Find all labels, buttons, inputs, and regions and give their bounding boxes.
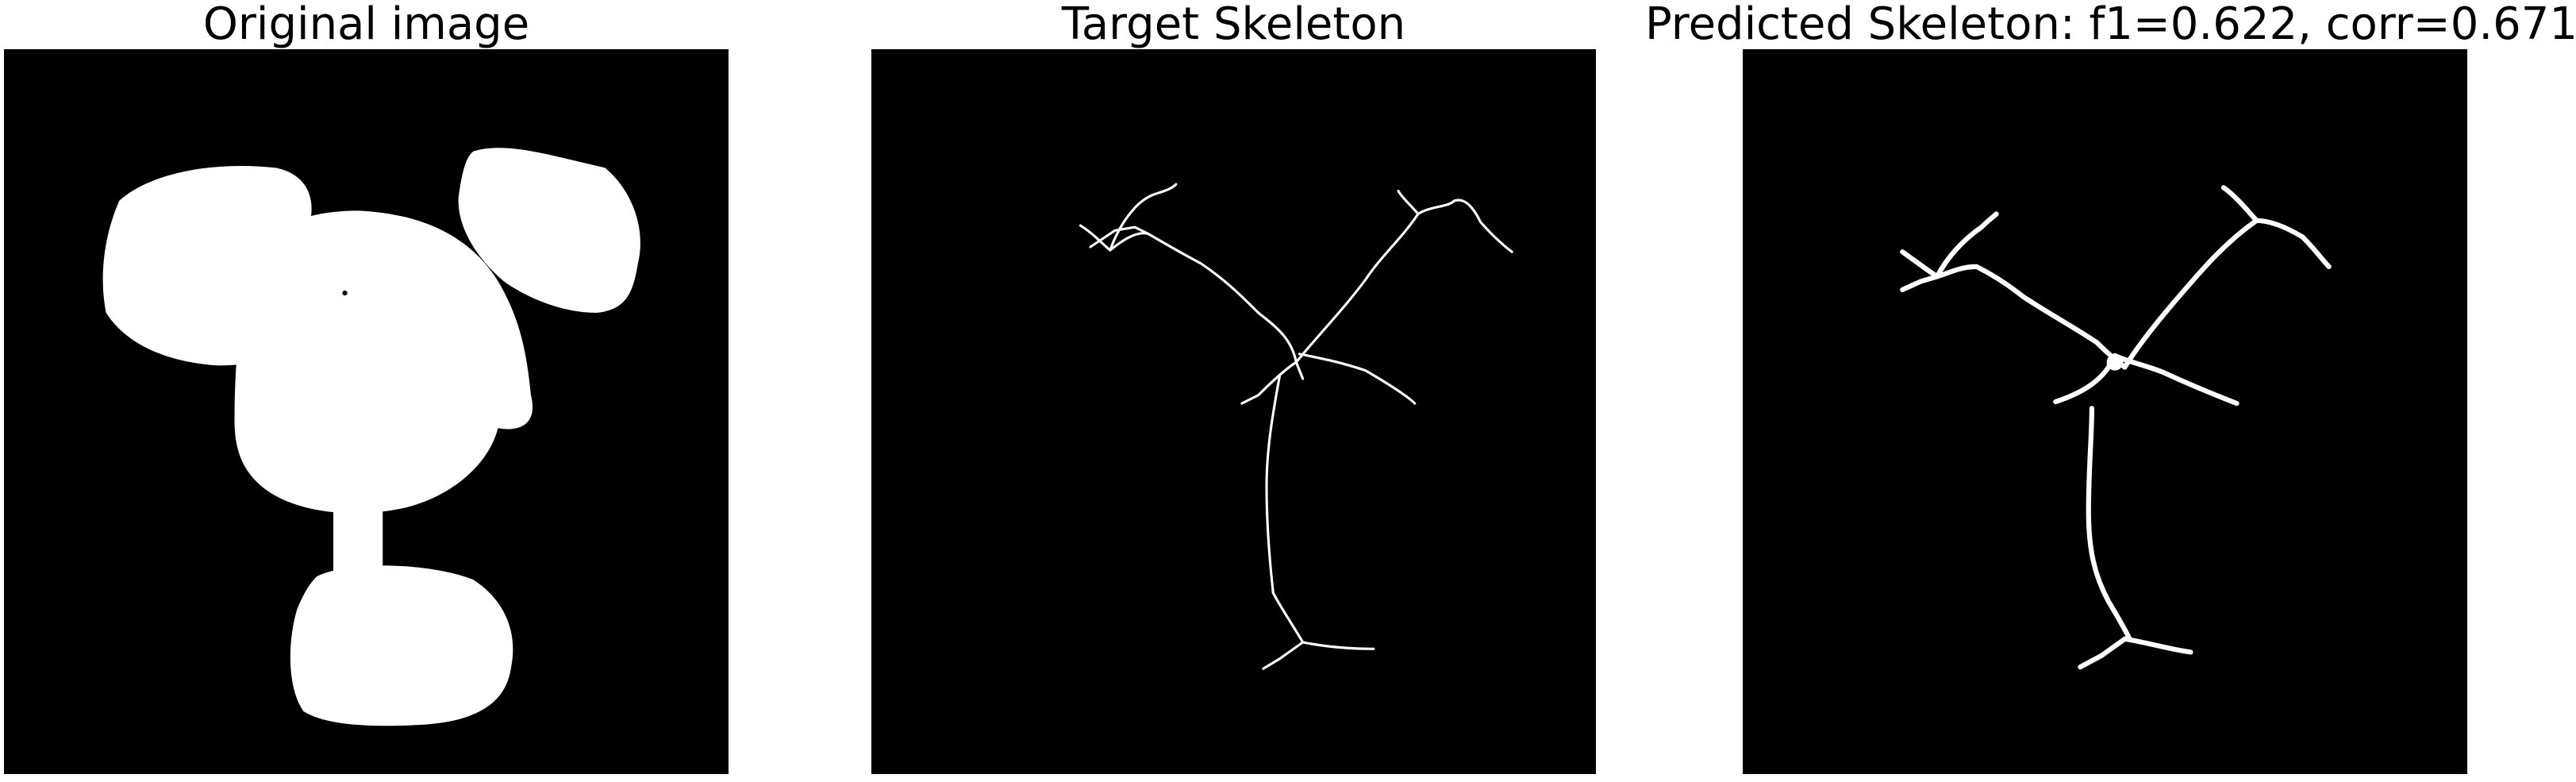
original-mask-shape [102, 148, 640, 726]
original-image-panel [4, 49, 729, 774]
predicted-skeleton-lines [1900, 185, 2332, 670]
predicted-junction-blob [2106, 353, 2124, 371]
predicted-skeleton-panel [1743, 49, 2467, 774]
panel-title-target: Target Skeleton [1061, 0, 1406, 50]
target-skeleton-panel [871, 49, 1596, 774]
panel-title-predicted: Predicted Skeleton: f1=0.622, corr=0.671 [1645, 0, 2576, 50]
target-skeleton-lines [1078, 183, 1513, 670]
panel-title-original: Original image [202, 0, 530, 50]
